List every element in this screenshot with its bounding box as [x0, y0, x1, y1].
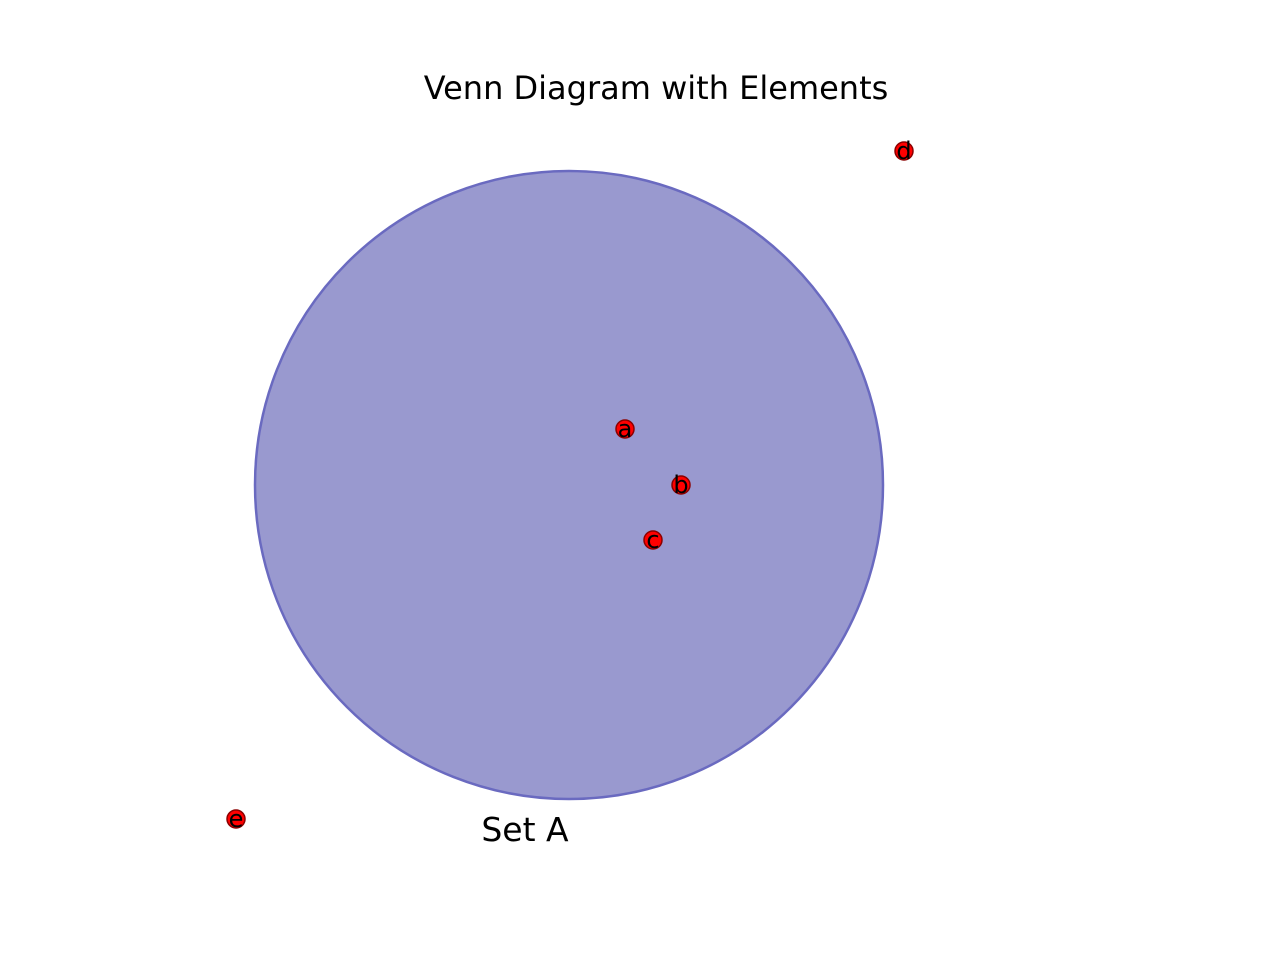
- set-a-label: Set A: [481, 810, 569, 849]
- element-c-marker: [643, 530, 663, 550]
- diagram-title: Venn Diagram with Elements: [424, 69, 889, 107]
- element-d-label: d: [896, 137, 911, 165]
- element-b: b: [671, 471, 691, 499]
- element-a-marker: [615, 419, 635, 439]
- element-c: c: [643, 526, 663, 554]
- element-e: e: [226, 805, 246, 833]
- element-d: d: [894, 137, 914, 165]
- element-c-label: c: [646, 526, 659, 554]
- element-e-marker: [226, 809, 246, 829]
- element-a-label: a: [618, 415, 633, 443]
- element-e-label: e: [229, 805, 244, 833]
- element-a: a: [615, 415, 635, 443]
- element-b-marker: [671, 475, 691, 495]
- set-a-circle: [253, 169, 885, 801]
- element-b-label: b: [673, 471, 688, 499]
- element-d-marker: [894, 141, 914, 161]
